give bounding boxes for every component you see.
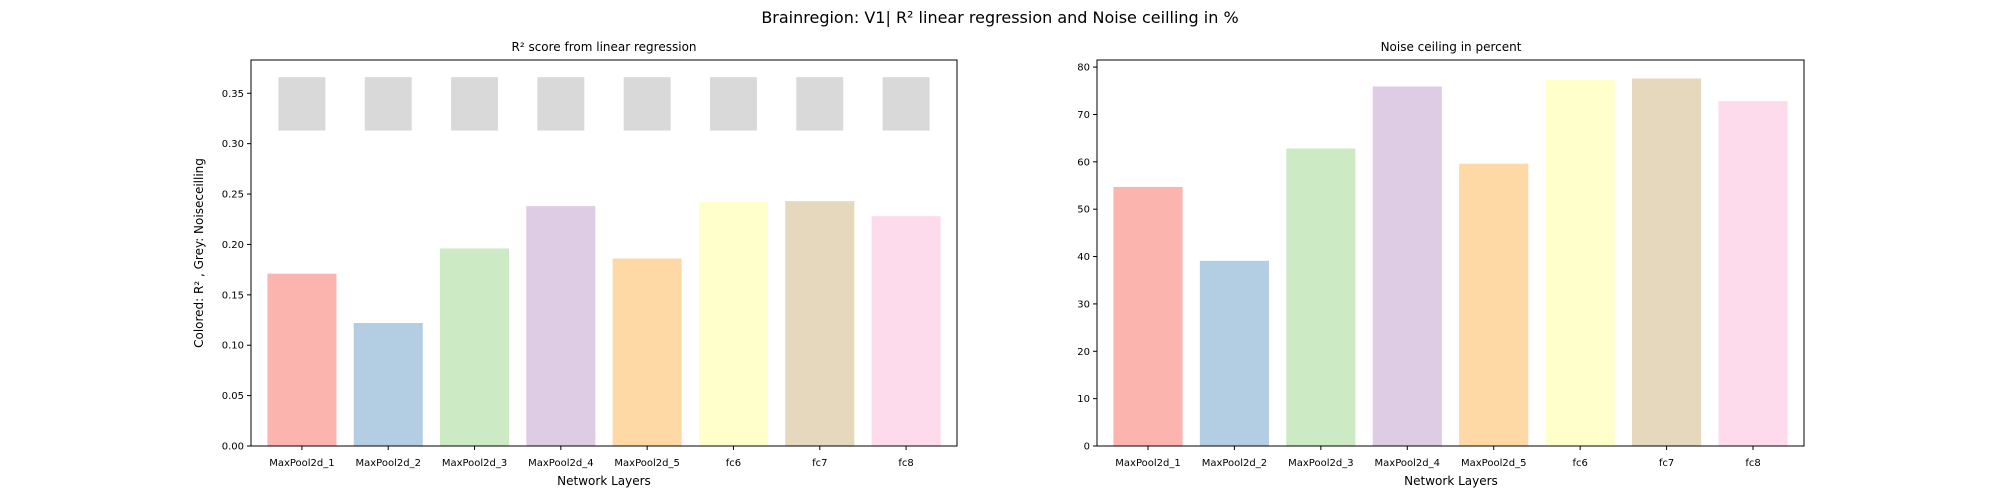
r2-bars: [267, 201, 941, 446]
noise-ceiling-bar-MaxPool2d_2: [1199, 260, 1269, 446]
r2-x-tick-label: MaxPool2d_4: [528, 458, 593, 469]
r2-x-axis: MaxPool2d_1 MaxPool2d_2 MaxPool2d_3 MaxPool…: [269, 446, 914, 469]
noise-ceiling-x-axis: MaxPool2d_1 MaxPool2d_2 MaxPool2d_3 MaxPool…: [1115, 446, 1761, 469]
r2-y-tick-label: 0.15: [222, 290, 244, 301]
noise-ceiling-bar-fc6: [709, 77, 757, 131]
noise-ceiling-percent-bars: [1113, 78, 1788, 447]
noise-ceiling-bar-MaxPool2d_5: [623, 77, 671, 131]
noise-ceiling-bar-MaxPool2d_5: [1459, 163, 1529, 446]
noise-ceiling-y-axis: 0 10 20 30 40 50 60 70 80: [1077, 63, 1097, 453]
noise-ceiling-y-tick-label: 60: [1077, 157, 1090, 168]
r2-x-tick-label: MaxPool2d_5: [614, 458, 679, 469]
r2-x-tick-label: fc7: [812, 458, 827, 469]
noise-ceiling-y-tick-label: 40: [1077, 252, 1090, 263]
noise-ceiling-y-tick-label: 70: [1077, 110, 1090, 121]
r2-y-tick-label: 0.35: [222, 89, 244, 100]
noise-ceiling-x-tick-label: MaxPool2d_3: [1288, 458, 1353, 469]
noise-ceiling-bar-fc7: [796, 77, 844, 131]
r2-y-tick-label: 0.05: [222, 391, 244, 402]
noise-ceiling-subplot: Noise ceiling in percent 0 10 20 30 40 50 60 70…: [1077, 40, 1805, 488]
noise-ceiling-bar-fc8: [1718, 101, 1788, 446]
noise-ceiling-y-tick-label: 20: [1077, 347, 1090, 358]
r2-x-tick-label: MaxPool2d_1: [269, 458, 334, 469]
noise-ceiling-x-tick-label: fc7: [1659, 458, 1674, 469]
noise-ceiling-bar-MaxPool2d_4: [1372, 86, 1442, 447]
r2-x-tick-label: MaxPool2d_3: [442, 458, 507, 469]
r2-y-axis-label: Colored: R² , Grey: Noiseceilling: [192, 158, 206, 348]
noise-ceiling-x-axis-label: Network Layers: [1404, 474, 1498, 488]
noise-ceiling-x-tick-label: fc8: [1745, 458, 1760, 469]
r2-bar-MaxPool2d_2: [353, 323, 423, 446]
noise-ceiling-bar-MaxPool2d_2: [364, 77, 412, 131]
noise-ceiling-bar-MaxPool2d_1: [278, 77, 326, 131]
noise-ceiling-y-tick-label: 50: [1077, 205, 1090, 216]
noise-ceiling-bar-MaxPool2d_4: [537, 77, 585, 131]
r2-subplot-title: R² score from linear regression: [511, 40, 696, 54]
r2-plot-frame: [250, 59, 958, 447]
noise-ceiling-bars: [278, 77, 930, 131]
r2-bar-fc8: [871, 216, 941, 446]
noise-ceiling-bar-MaxPool2d_3: [451, 77, 499, 131]
noise-ceiling-y-tick-label: 0: [1084, 442, 1090, 453]
r2-subplot: R² score from linear regression 0.00 0.05…: [192, 40, 958, 488]
r2-x-tick-label: fc8: [898, 458, 913, 469]
r2-y-tick-label: 0.10: [222, 341, 244, 352]
r2-bar-MaxPool2d_1: [267, 273, 337, 446]
r2-bar-fc7: [785, 201, 855, 446]
r2-y-tick-label: 0.00: [222, 442, 244, 453]
r2-x-tick-label: fc6: [726, 458, 741, 469]
r2-y-axis: 0.00 0.05 0.10 0.15 0.20 0.25 0.30 0.35: [222, 89, 251, 453]
r2-bar-fc6: [698, 202, 768, 446]
noise-ceiling-x-tick-label: fc6: [1572, 458, 1587, 469]
noise-ceiling-y-tick-label: 80: [1077, 63, 1090, 74]
r2-y-tick-label: 0.25: [222, 190, 244, 201]
r2-x-axis-label: Network Layers: [557, 474, 651, 488]
noise-ceiling-x-tick-label: MaxPool2d_5: [1461, 458, 1526, 469]
noise-ceiling-x-tick-label: MaxPool2d_4: [1375, 458, 1440, 469]
r2-bar-MaxPool2d_3: [440, 248, 510, 446]
r2-bar-MaxPool2d_4: [526, 206, 596, 446]
r2-y-tick-label: 0.30: [222, 139, 244, 150]
noise-ceiling-bar-fc6: [1545, 79, 1615, 446]
noise-ceiling-bar-fc7: [1632, 78, 1702, 446]
noise-ceiling-bar-MaxPool2d_1: [1113, 186, 1183, 446]
r2-x-tick-label: MaxPool2d_2: [356, 458, 421, 469]
figure-suptitle: Brainregion: V1| R² linear regression an…: [761, 8, 1238, 27]
noise-ceiling-subplot-title: Noise ceiling in percent: [1381, 40, 1522, 54]
noise-ceiling-bar-MaxPool2d_3: [1286, 148, 1356, 446]
r2-y-tick-label: 0.20: [222, 240, 244, 251]
noise-ceiling-y-tick-label: 30: [1077, 299, 1090, 310]
noise-ceiling-plot-frame: [1096, 59, 1805, 447]
noise-ceiling-x-tick-label: MaxPool2d_1: [1115, 458, 1180, 469]
r2-bar-MaxPool2d_5: [612, 258, 682, 446]
noise-ceiling-x-tick-label: MaxPool2d_2: [1202, 458, 1267, 469]
noise-ceiling-bar-fc8: [882, 77, 930, 131]
noise-ceiling-y-tick-label: 10: [1077, 394, 1090, 405]
